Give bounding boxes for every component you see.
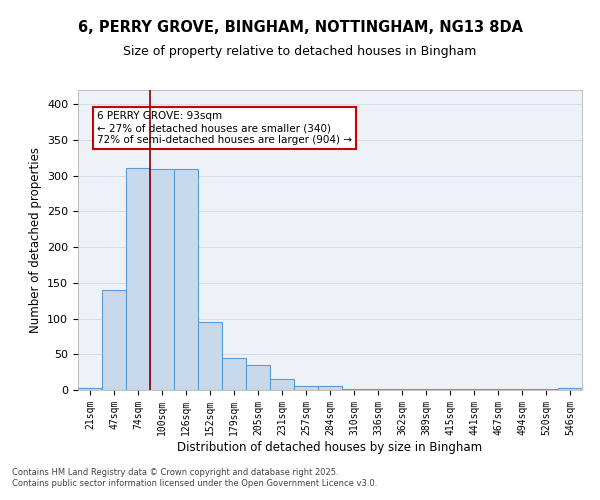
Bar	[150, 168, 174, 390]
Bar	[270, 380, 294, 390]
Bar	[294, 386, 318, 390]
Bar	[126, 168, 150, 390]
Bar	[318, 386, 342, 390]
Bar	[102, 290, 126, 390]
Text: 6 PERRY GROVE: 93sqm
← 27% of detached houses are smaller (340)
72% of semi-deta: 6 PERRY GROVE: 93sqm ← 27% of detached h…	[97, 112, 352, 144]
Bar	[246, 365, 270, 390]
Bar	[78, 388, 102, 390]
Text: Contains HM Land Registry data © Crown copyright and database right 2025.
Contai: Contains HM Land Registry data © Crown c…	[12, 468, 377, 487]
X-axis label: Distribution of detached houses by size in Bingham: Distribution of detached houses by size …	[178, 440, 482, 454]
Bar	[222, 358, 246, 390]
Bar	[558, 388, 582, 390]
Y-axis label: Number of detached properties: Number of detached properties	[29, 147, 41, 333]
Text: 6, PERRY GROVE, BINGHAM, NOTTINGHAM, NG13 8DA: 6, PERRY GROVE, BINGHAM, NOTTINGHAM, NG1…	[77, 20, 523, 35]
Bar	[198, 322, 222, 390]
Text: Size of property relative to detached houses in Bingham: Size of property relative to detached ho…	[124, 45, 476, 58]
Bar	[174, 170, 198, 390]
